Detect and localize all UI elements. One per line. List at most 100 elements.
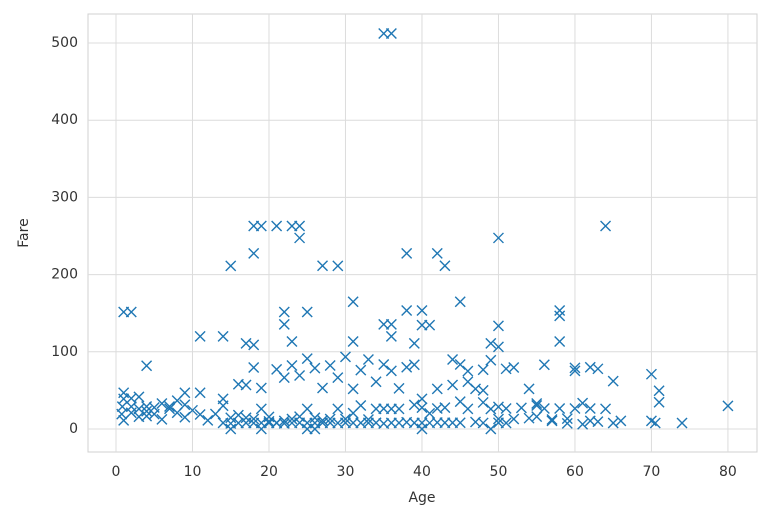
point (294, 370, 306, 381)
point (164, 401, 176, 413)
point-stroke (309, 362, 321, 374)
point-stroke (255, 382, 267, 394)
point (508, 362, 520, 374)
point-stroke (301, 306, 313, 318)
point (408, 337, 420, 349)
point-stroke (569, 362, 581, 374)
point-stroke (401, 247, 413, 259)
point-stroke (378, 359, 390, 371)
point-stroke (531, 399, 543, 411)
point-stroke (232, 417, 244, 429)
point-stroke (538, 359, 550, 371)
point (645, 368, 657, 380)
point (561, 417, 573, 429)
point (615, 415, 627, 427)
point-stroke (538, 403, 550, 414)
point (447, 379, 459, 391)
point (324, 360, 336, 372)
point-stroke (317, 382, 329, 394)
point-stroke (301, 403, 313, 415)
point-stroke (561, 417, 573, 429)
point (332, 403, 344, 415)
x-tick-label: 70 (643, 464, 661, 480)
point-stroke (424, 417, 436, 429)
point (416, 305, 428, 316)
point (225, 412, 237, 424)
point (225, 423, 237, 435)
point-stroke (546, 413, 558, 425)
point-stroke (500, 403, 512, 414)
point (324, 413, 336, 425)
point-stroke (278, 417, 290, 429)
point (592, 416, 604, 428)
point (339, 413, 351, 425)
point (301, 423, 313, 435)
point (538, 359, 550, 371)
point-stroke (500, 417, 512, 429)
point-stroke (653, 385, 665, 397)
point (492, 320, 504, 332)
point (500, 403, 512, 414)
point-stroke (492, 413, 504, 425)
point (607, 417, 619, 429)
point-stroke (248, 247, 260, 259)
point-stroke (248, 339, 260, 351)
point (339, 351, 351, 363)
point-stroke (125, 306, 137, 318)
point (485, 354, 497, 366)
y-tick-label: 0 (69, 421, 78, 437)
point-stroke (408, 399, 420, 411)
point-stroke (118, 387, 130, 399)
point-stroke (133, 403, 145, 415)
point (492, 341, 504, 353)
point-stroke (324, 360, 336, 372)
point-stroke (263, 411, 275, 423)
point-stroke (554, 305, 566, 316)
y-tick-label: 500 (51, 35, 78, 51)
point (485, 403, 497, 415)
point-stroke (416, 423, 428, 435)
point (332, 260, 344, 272)
point-stroke (424, 407, 436, 419)
point (309, 412, 321, 424)
point (317, 260, 329, 272)
point (202, 414, 214, 426)
point (133, 391, 145, 403)
point (156, 398, 168, 410)
point (653, 385, 665, 397)
x-tick-label: 50 (490, 464, 508, 480)
point-stroke (347, 336, 359, 348)
point-stroke (294, 220, 306, 232)
point (439, 260, 451, 272)
x-tick-label: 20 (260, 464, 278, 480)
point (385, 318, 397, 330)
point (554, 310, 566, 322)
point (347, 383, 359, 395)
point-stroke (225, 412, 237, 424)
point (515, 402, 527, 414)
point (416, 402, 428, 414)
point (607, 375, 619, 387)
point (454, 296, 466, 308)
point-stroke (294, 370, 306, 381)
point-stroke (447, 354, 459, 366)
point-stroke (416, 393, 428, 405)
point-stroke (477, 417, 489, 429)
point (248, 362, 260, 374)
point-stroke (645, 368, 657, 380)
point-stroke (408, 359, 420, 371)
point-stroke (148, 408, 160, 420)
point (255, 220, 267, 232)
point (332, 372, 344, 384)
point-stroke (492, 320, 504, 332)
point (125, 401, 137, 413)
point (317, 382, 329, 394)
point-stroke (500, 363, 512, 375)
point-stroke (362, 354, 374, 366)
point-stroke (584, 403, 596, 415)
point-stroke (485, 403, 497, 415)
point-stroke (401, 361, 413, 373)
point (278, 306, 290, 318)
point (561, 413, 573, 425)
point-stroke (225, 423, 237, 435)
